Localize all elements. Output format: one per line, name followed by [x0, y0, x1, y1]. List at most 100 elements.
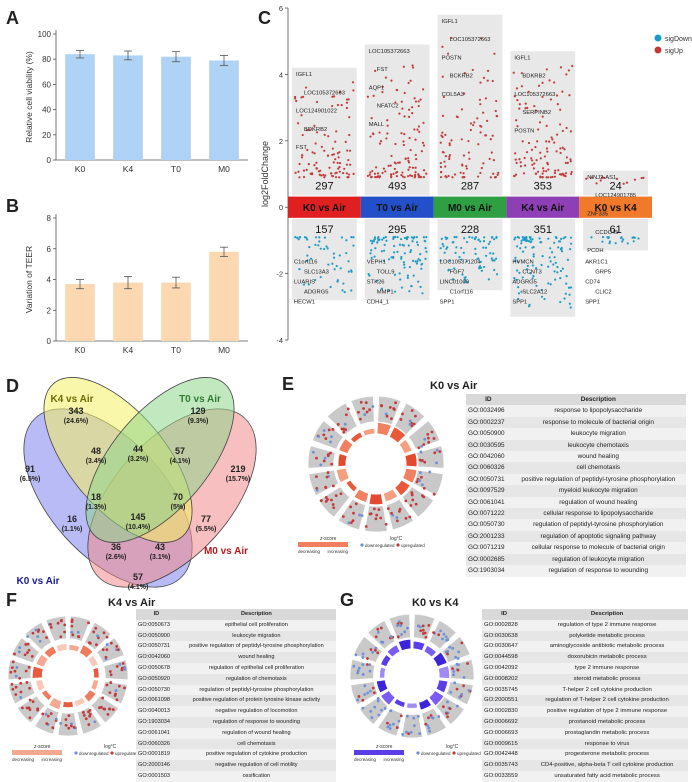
- go-gene-point: [317, 435, 321, 438]
- legend-down-label: downregulated: [421, 751, 451, 756]
- up-point: [311, 172, 314, 175]
- go-gene-point: [462, 675, 466, 679]
- down-point: [424, 240, 427, 243]
- go-gene-point: [358, 513, 362, 517]
- up-point: [494, 109, 497, 113]
- go-gene-point: [383, 707, 387, 710]
- down-point: [387, 289, 390, 292]
- table-row: GO:0044598 doxorubicin metabolic process: [482, 652, 688, 663]
- up-point: [518, 107, 521, 110]
- venn-set-label: K0 vs Air: [17, 576, 60, 587]
- up-point: [394, 101, 397, 104]
- up-point: [366, 174, 369, 178]
- up-point: [441, 45, 444, 48]
- go-gene-point: [87, 723, 91, 726]
- x-tick-label: K4: [123, 164, 134, 174]
- panel-e-title: K0 vs Air: [430, 380, 478, 392]
- down-point: [416, 260, 419, 263]
- down-point: [525, 237, 528, 240]
- x-tick-label: K4: [123, 345, 134, 355]
- up-point: [335, 130, 338, 133]
- up-point: [482, 76, 486, 79]
- down-point: [487, 242, 490, 246]
- down-point: [416, 243, 420, 247]
- table-cell: GO:0001819: [136, 749, 177, 761]
- column-header: ID: [136, 609, 177, 620]
- go-gene-point: [49, 712, 53, 716]
- up-point: [565, 156, 568, 159]
- down-point: [398, 243, 402, 246]
- down-point: [518, 271, 521, 274]
- go-gene-point: [121, 662, 125, 665]
- down-gene-label: FGF7: [450, 270, 465, 276]
- venn-region-count: 16: [67, 514, 77, 524]
- up-point: [346, 149, 349, 152]
- up-point: [548, 79, 551, 82]
- go-gene-point: [30, 655, 34, 658]
- y-tick-label: 4: [279, 70, 283, 79]
- down-point: [492, 252, 495, 255]
- go-gene-point: [38, 639, 42, 643]
- venn-region-count: 219: [230, 464, 245, 474]
- down-point: [393, 251, 396, 254]
- go-gene-point: [356, 698, 360, 702]
- column-header: ID: [466, 394, 511, 406]
- down-point: [516, 260, 519, 263]
- go-gene-point: [46, 714, 50, 718]
- comparison-band: [579, 196, 652, 218]
- go-zscore-bar: [350, 431, 364, 444]
- down-point: [454, 251, 457, 255]
- go-gene-point: [423, 460, 427, 464]
- down-point: [565, 282, 568, 285]
- down-point: [392, 244, 396, 248]
- up-point: [376, 172, 380, 175]
- go-gene-point: [406, 626, 409, 630]
- up-point: [484, 97, 488, 100]
- down-point: [350, 269, 353, 272]
- panel-letter-f: F: [6, 590, 17, 610]
- up-point: [461, 176, 464, 179]
- down-point: [626, 242, 629, 245]
- go-gene-point: [41, 712, 45, 716]
- go-gene-point: [360, 514, 364, 518]
- up-point: [324, 174, 327, 177]
- up-point: [550, 136, 553, 139]
- up-point: [479, 81, 482, 84]
- down-point: [517, 297, 520, 301]
- go-gene-point: [322, 429, 326, 432]
- down-point: [559, 269, 563, 273]
- go-gene-point: [370, 716, 374, 720]
- go-gene-point: [422, 486, 426, 490]
- up-point: [413, 176, 416, 179]
- go-gene-point: [427, 440, 431, 444]
- go-circle-g: z-score decreasing increasing log°Cdownregu…: [349, 613, 481, 762]
- table-row: GO:0040013 negative regulation of locomot…: [136, 706, 336, 717]
- down-point: [369, 252, 372, 255]
- down-point: [479, 260, 482, 263]
- down-point: [529, 272, 532, 275]
- up-point: [341, 171, 345, 175]
- down-point: [495, 273, 499, 276]
- down-point: [562, 237, 565, 240]
- go-gene-point: [113, 694, 117, 697]
- up-gene-label: LOC124901022: [296, 109, 337, 115]
- up-point: [352, 172, 355, 175]
- go-sector: [349, 658, 376, 681]
- table-row: GO:0097529 myeloid leukocyte migration: [466, 485, 686, 497]
- go-gene-point: [315, 475, 318, 478]
- down-point: [532, 253, 535, 256]
- down-point: [412, 274, 415, 277]
- up-point: [548, 140, 551, 143]
- down-point: [513, 238, 516, 241]
- go-gene-point: [105, 683, 109, 687]
- down-point: [410, 284, 413, 288]
- go-gene-point: [401, 412, 404, 416]
- down-point: [637, 237, 640, 240]
- go-gene-point: [27, 665, 31, 669]
- go-gene-point: [456, 668, 460, 672]
- table-cell: regulation of wound healing: [510, 496, 686, 509]
- down-point: [527, 305, 531, 308]
- go-gene-point: [350, 521, 353, 525]
- bar: [65, 284, 95, 341]
- up-point: [386, 119, 389, 122]
